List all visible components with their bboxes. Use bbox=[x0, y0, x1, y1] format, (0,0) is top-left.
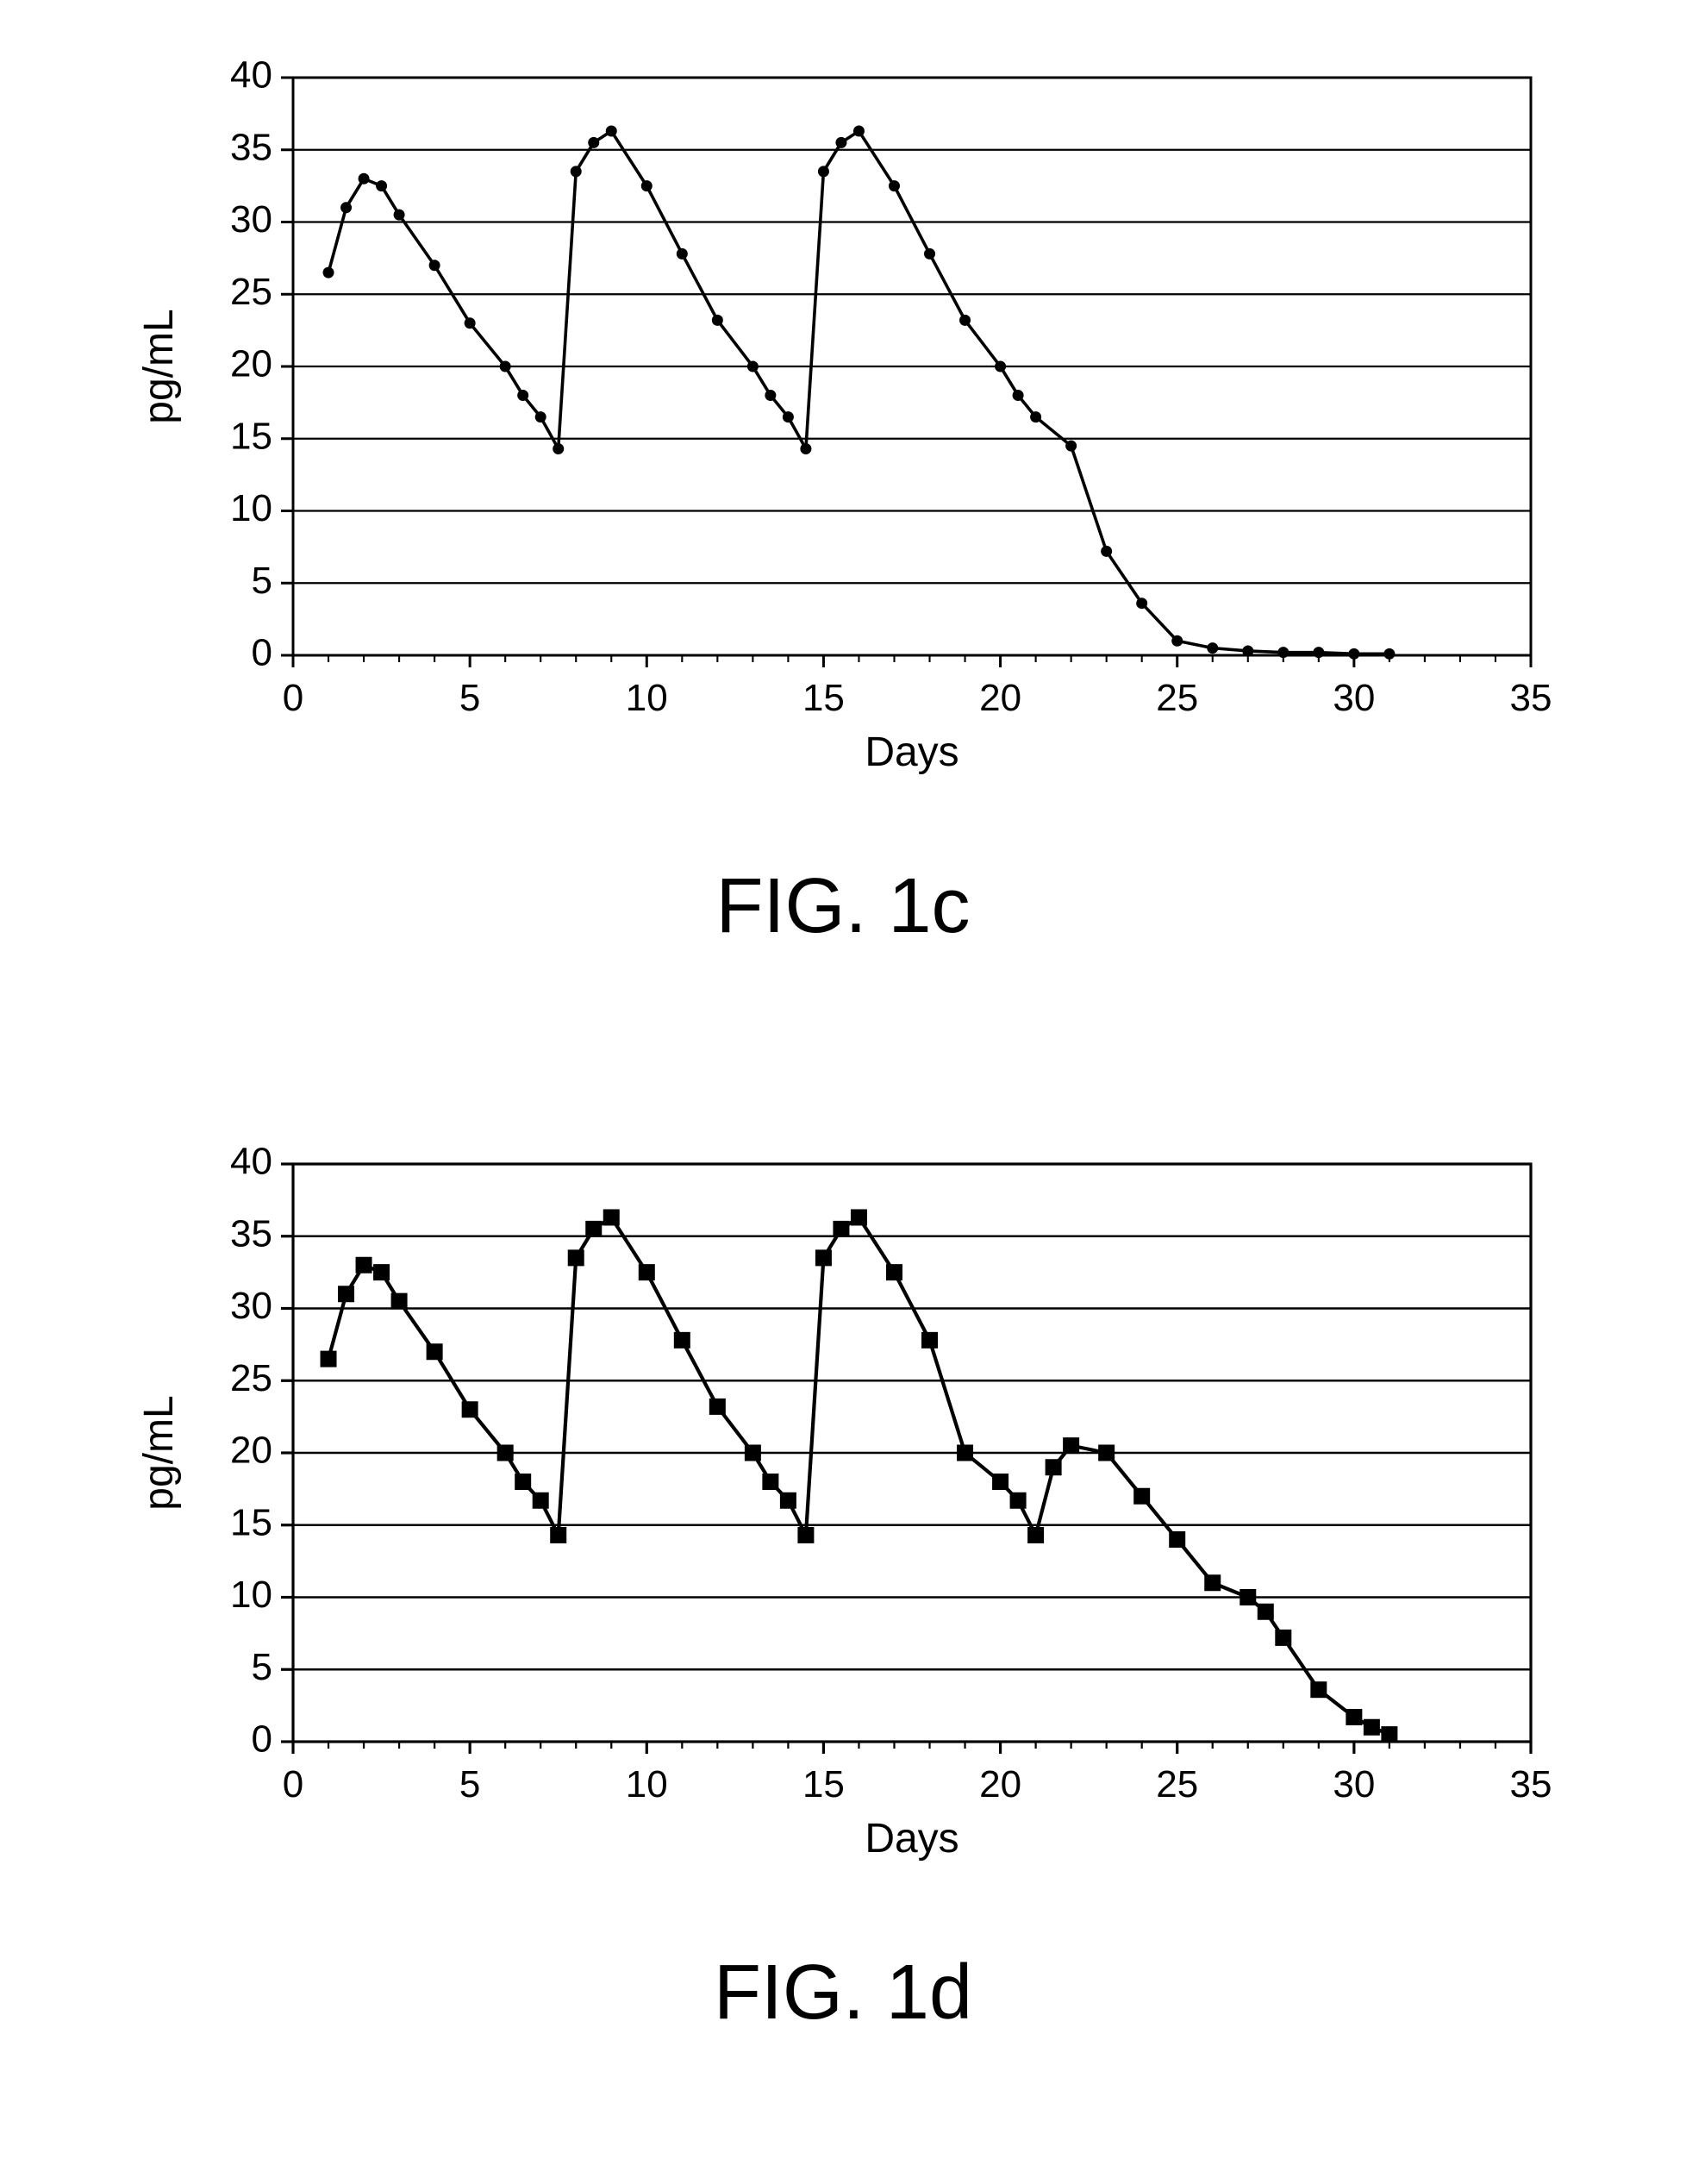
svg-text:35: 35 bbox=[1510, 677, 1552, 719]
svg-text:10: 10 bbox=[626, 677, 668, 719]
svg-text:5: 5 bbox=[459, 677, 480, 719]
page: 051015202530354005101520253035Dayspg/mL … bbox=[0, 0, 1686, 2184]
svg-text:10: 10 bbox=[230, 487, 272, 529]
svg-text:25: 25 bbox=[230, 271, 272, 313]
svg-text:20: 20 bbox=[979, 677, 1021, 719]
svg-text:15: 15 bbox=[230, 1501, 272, 1543]
svg-text:0: 0 bbox=[252, 632, 272, 674]
chart-fig-1d: 0 5 10 15 20 25 30 35 40 0 5 10 15 20 25 30 35 Days pg/mL bbox=[121, 1138, 1565, 1888]
svg-text:Days: Days bbox=[865, 1816, 959, 1862]
svg-text:15: 15 bbox=[230, 415, 272, 457]
svg-text:5: 5 bbox=[252, 1646, 272, 1688]
svg-text:Days: Days bbox=[865, 729, 959, 775]
svg-text:35: 35 bbox=[230, 1212, 272, 1255]
figure-1c-title: FIG. 1c bbox=[121, 862, 1565, 951]
figure-1d-title: FIG. 1d bbox=[121, 1949, 1565, 2037]
svg-text:30: 30 bbox=[1333, 1763, 1375, 1805]
svg-text:30: 30 bbox=[230, 198, 272, 241]
figure-1c-block: 051015202530354005101520253035Dayspg/mL … bbox=[121, 52, 1565, 914]
svg-text:0: 0 bbox=[283, 677, 303, 719]
svg-text:25: 25 bbox=[1156, 677, 1198, 719]
svg-text:40: 40 bbox=[230, 54, 272, 97]
svg-text:10: 10 bbox=[626, 1763, 668, 1805]
svg-text:20: 20 bbox=[230, 1430, 272, 1472]
svg-text:35: 35 bbox=[230, 126, 272, 168]
svg-text:5: 5 bbox=[252, 560, 272, 602]
svg-text:pg/mL: pg/mL bbox=[136, 309, 182, 423]
svg-text:0: 0 bbox=[283, 1763, 303, 1805]
svg-text:30: 30 bbox=[1333, 677, 1375, 719]
svg-text:15: 15 bbox=[802, 677, 845, 719]
svg-text:25: 25 bbox=[1156, 1763, 1198, 1805]
figure-1d-block: 051015202530354005101520253035Dayspg/mL … bbox=[121, 1138, 1565, 2000]
svg-text:0: 0 bbox=[252, 1718, 272, 1761]
svg-text:pg/mL: pg/mL bbox=[136, 1395, 182, 1510]
svg-text:10: 10 bbox=[230, 1574, 272, 1616]
svg-text:25: 25 bbox=[230, 1357, 272, 1399]
svg-text:5: 5 bbox=[459, 1763, 480, 1805]
svg-text:20: 20 bbox=[979, 1763, 1021, 1805]
svg-text:30: 30 bbox=[230, 1285, 272, 1327]
svg-text:20: 20 bbox=[230, 343, 272, 385]
chart-fig-1c: 0 5 10 15 20 25 30 35 40 0 5 10 15 20 25 30 35 Days pg/mL bbox=[121, 52, 1565, 802]
svg-text:35: 35 bbox=[1510, 1763, 1552, 1805]
svg-text:40: 40 bbox=[230, 1141, 272, 1183]
svg-text:15: 15 bbox=[802, 1763, 845, 1805]
